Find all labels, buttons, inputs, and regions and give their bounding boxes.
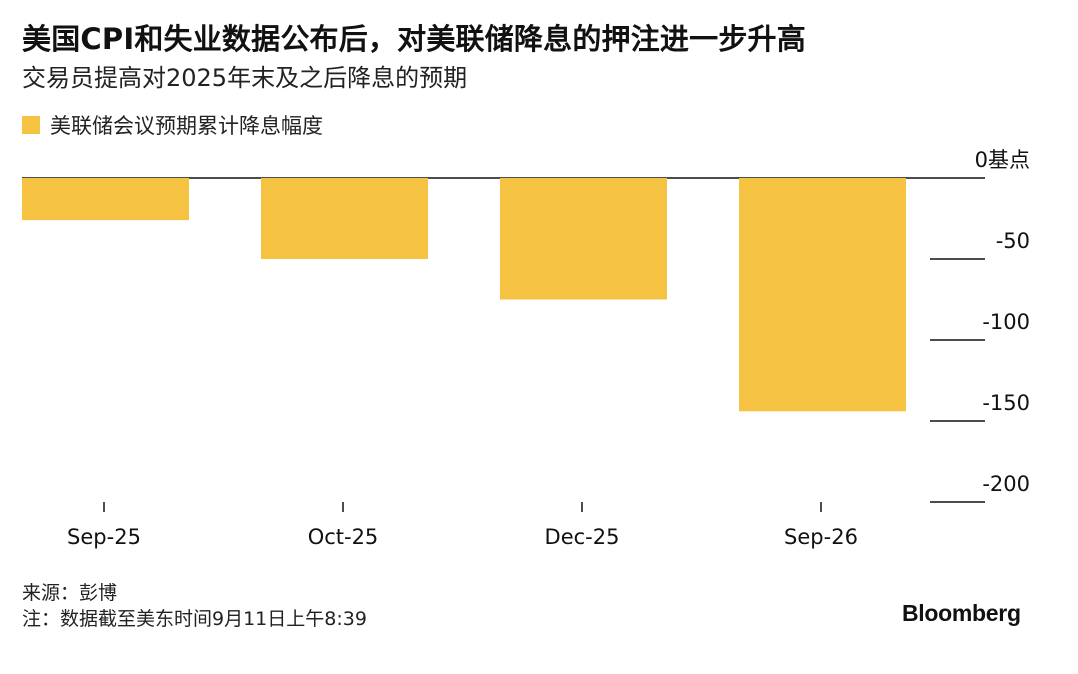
source-text: 来源：彭博 xyxy=(22,582,118,604)
bar xyxy=(500,178,667,300)
chart-title: 美国CPI和失业数据公布后，对美联储降息的押注进一步升高 xyxy=(22,22,806,56)
bloomberg-logo: Bloomberg xyxy=(902,600,1021,626)
x-tick-label: Oct-25 xyxy=(308,525,379,549)
y-tick-label: -50 xyxy=(996,229,1030,253)
bar-chart: 0基点 -50 -100 -150 -200 Sep-25 Oct-25 Dec-25 Sep-… xyxy=(22,148,1030,549)
y-tick-label: -200 xyxy=(982,472,1030,496)
chart-subtitle: 交易员提高对2025年末及之后降息的预期 xyxy=(22,64,468,92)
note-text: 注：数据截至美东时间9月11日上午8:39 xyxy=(22,608,367,630)
footer-notes: 来源：彭博 注：数据截至美东时间9月11日上午8:39 xyxy=(22,580,367,632)
legend: 美联储会议预期累计降息幅度 xyxy=(22,110,323,140)
bar xyxy=(22,178,189,221)
y-tick-label: 0基点 xyxy=(975,148,1030,172)
x-tick-label: Sep-26 xyxy=(784,525,858,549)
y-tick-label: -100 xyxy=(982,310,1030,334)
y-tick-label: -150 xyxy=(982,391,1030,415)
bar xyxy=(261,178,428,259)
x-tick-label: Sep-25 xyxy=(67,525,141,549)
legend-swatch xyxy=(22,116,40,134)
bar xyxy=(739,178,906,412)
legend-label: 美联储会议预期累计降息幅度 xyxy=(50,114,323,138)
x-tick-label: Dec-25 xyxy=(545,525,620,549)
